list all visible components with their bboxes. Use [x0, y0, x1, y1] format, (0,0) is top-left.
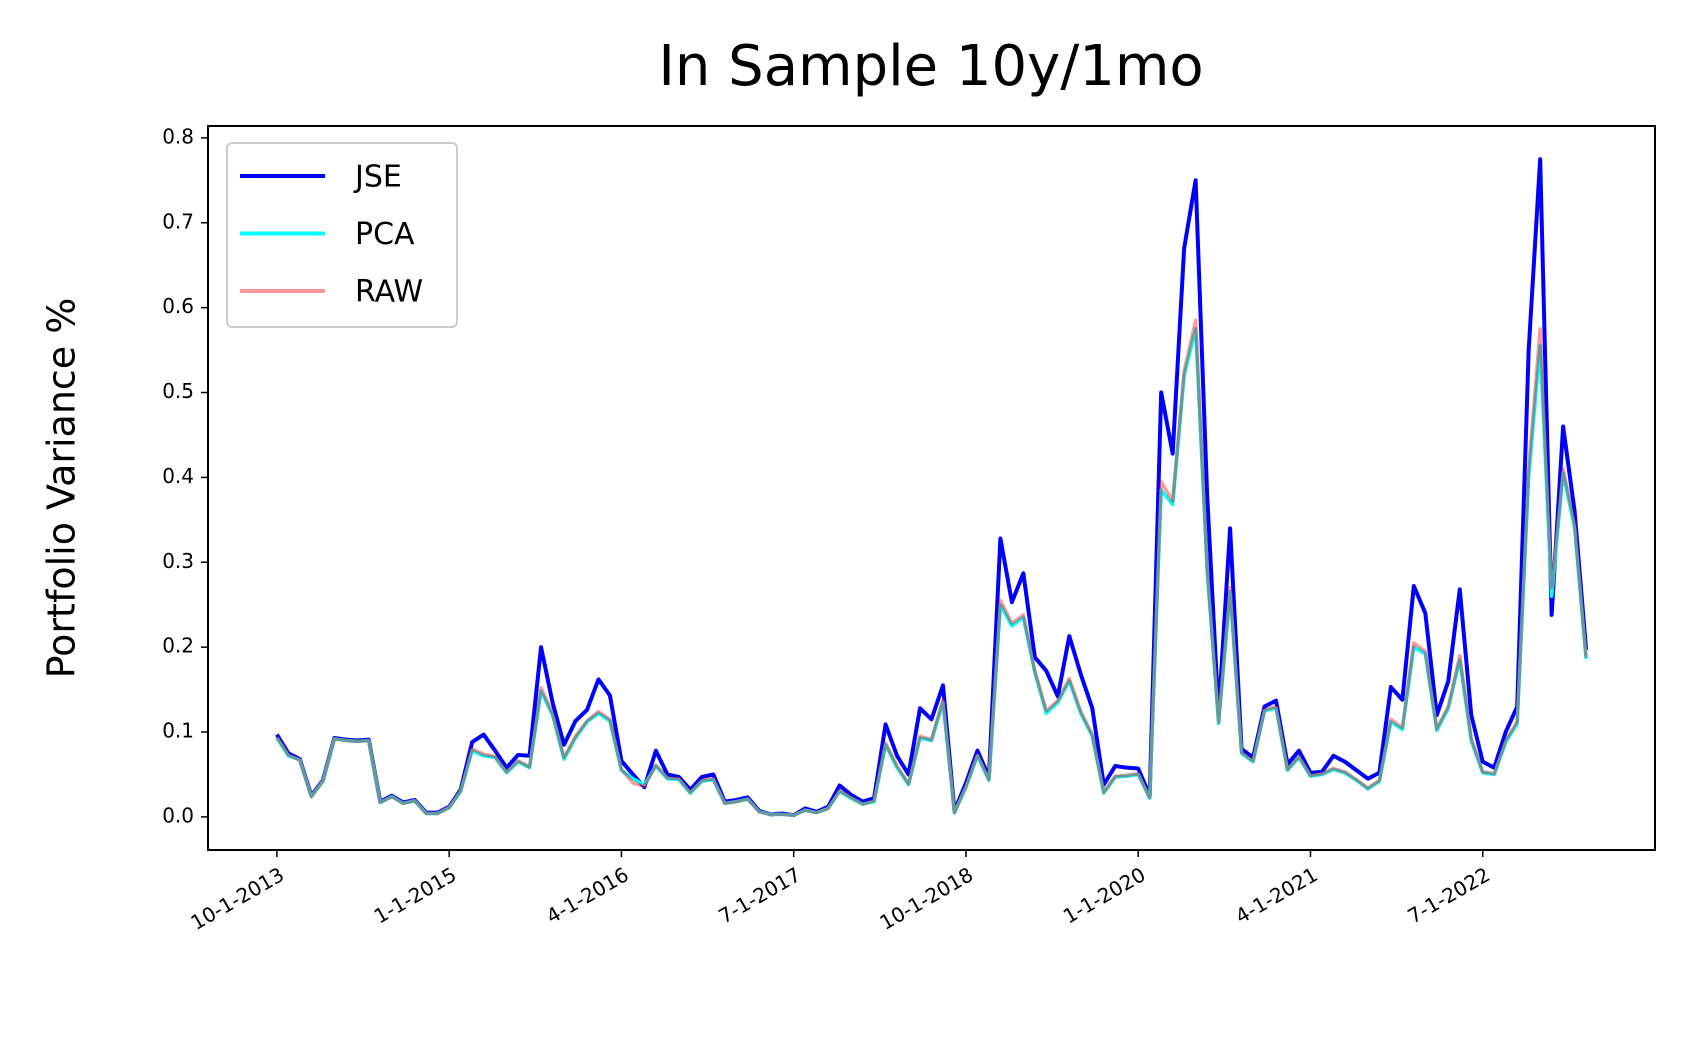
plot-frame — [207, 125, 1656, 851]
y-tick-label: 0.2 — [162, 634, 194, 658]
x-tick-label: 10-1-2018 — [876, 862, 978, 935]
chart-title: In Sample 10y/1mo — [658, 34, 1203, 99]
y-tick-label: 0.0 — [162, 803, 194, 827]
series-line — [275, 327, 1588, 817]
series-line — [275, 318, 1588, 817]
y-tick-label: 0.4 — [162, 464, 194, 488]
legend-box — [226, 142, 458, 328]
y-tick-label: 0.6 — [162, 294, 194, 318]
y-tick-label: 0.3 — [162, 549, 194, 573]
legend-label: JSE — [353, 160, 402, 195]
x-tick-label: 1-1-2020 — [1059, 862, 1150, 928]
series-line — [275, 157, 1589, 818]
y-tick-label: 0.8 — [162, 124, 194, 148]
y-tick-label: 0.5 — [162, 379, 194, 403]
x-tick-label: 7-1-2022 — [1403, 862, 1494, 928]
x-tick-label: 7-1-2017 — [714, 862, 805, 928]
x-tick-label: 1-1-2015 — [370, 862, 461, 928]
x-tick-label: 4-1-2016 — [542, 862, 633, 928]
legend: JSE PCA RAW — [226, 142, 458, 328]
y-tick-label: 0.7 — [162, 209, 194, 233]
y-axis-label: Portfolio Variance % — [40, 298, 84, 679]
y-tick-label: 0.1 — [162, 719, 194, 743]
legend-label: PCA — [355, 217, 415, 252]
x-tick-label: 10-1-2013 — [187, 862, 289, 935]
legend-label: RAW — [355, 275, 423, 310]
x-tick-label: 4-1-2021 — [1231, 862, 1322, 928]
